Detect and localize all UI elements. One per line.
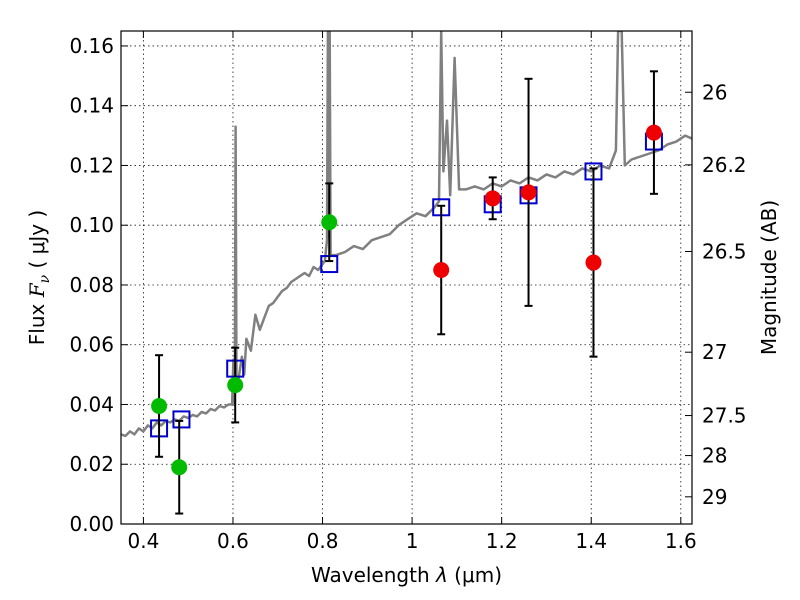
observed-point: [484, 190, 501, 207]
plot-area: [121, 31, 692, 515]
y2-axis-label: Magnitude (AB): [757, 200, 781, 355]
y-axis-label-subscript: ν: [37, 274, 53, 283]
spectrum-line: [121, 31, 692, 438]
axis-ticks: 0.4 0.6 0.8 1 1.2 1.4 1.6 0.00 0.02 0.04 0.06 0.08 0…: [69, 31, 747, 553]
y-tick-label: 0.10: [69, 213, 114, 237]
observed-point: [433, 262, 450, 279]
observed-point: [171, 459, 188, 476]
x-axis-label: Wavelength λ (μm): [311, 563, 502, 587]
y2-tick-label: 27: [702, 340, 727, 364]
y2-tick-label: 26: [702, 80, 727, 104]
x-tick-label: 1.2: [486, 529, 518, 553]
y2-tick-label: 29: [702, 485, 727, 509]
x-tick-label: 0.8: [307, 529, 339, 553]
y-tick-label: 0.04: [69, 392, 114, 416]
y-tick-label: 0.08: [69, 273, 114, 297]
y-tick-label: 0.14: [69, 94, 114, 118]
x-axis-label-symbol: λ: [435, 563, 448, 587]
grid: [121, 31, 692, 525]
y2-tick-label: 26.2: [702, 153, 747, 177]
model-photometry-square: [172, 410, 191, 429]
observed-point: [227, 377, 244, 394]
y-tick-label: 0.16: [69, 34, 114, 58]
observed-point: [151, 397, 168, 414]
plot-frame: [120, 30, 693, 525]
x-tick-label: 0.6: [217, 529, 249, 553]
observed-point: [585, 254, 602, 271]
x-tick-label: 1.4: [575, 529, 607, 553]
y-axis-label-suffix: ( μJy ): [25, 210, 49, 275]
y-tick-label: 0.06: [69, 333, 114, 357]
x-tick-label: 1: [406, 529, 419, 553]
y-tick-label: 0.00: [69, 512, 114, 536]
y-axis-label-prefix: Flux: [25, 297, 49, 345]
y2-tick-label: 26.5: [702, 240, 747, 264]
x-tick-label: 1.6: [665, 529, 697, 553]
y-axis-label-symbol: F: [25, 282, 49, 298]
y2-tick-label: 28: [702, 444, 727, 468]
observed-point: [645, 124, 662, 141]
y-tick-label: 0.02: [69, 452, 114, 476]
x-tick-label: 0.4: [127, 529, 159, 553]
y-tick-label: 0.12: [69, 153, 114, 177]
x-axis-label-prefix: Wavelength: [311, 563, 436, 587]
observed-point: [321, 214, 338, 231]
y-axis-label: Flux Fν ( μJy ): [25, 210, 53, 345]
x-axis-label-suffix: (μm): [448, 563, 502, 587]
y2-tick-label: 27.5: [702, 404, 747, 428]
observed-point: [520, 184, 537, 201]
